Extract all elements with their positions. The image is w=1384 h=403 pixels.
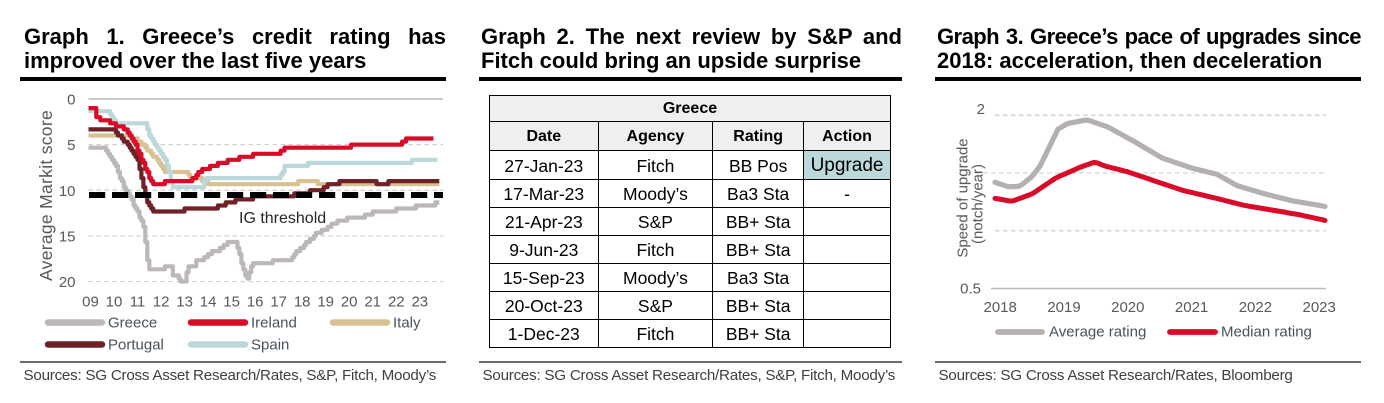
svg-text:20: 20: [59, 274, 76, 291]
svg-text:0.5: 0.5: [960, 281, 981, 298]
svg-text:15: 15: [223, 294, 240, 311]
svg-text:2019: 2019: [1047, 299, 1080, 316]
svg-text:2018: 2018: [984, 299, 1017, 316]
svg-text:2: 2: [977, 101, 985, 118]
svg-text:Speed of upgrade: Speed of upgrade: [955, 138, 972, 257]
svg-text:22: 22: [388, 294, 405, 311]
svg-text:14: 14: [200, 294, 217, 311]
svg-text:12: 12: [153, 294, 170, 311]
svg-text:23: 23: [411, 294, 428, 311]
svg-text:Spain: Spain: [251, 337, 289, 354]
svg-text:2023: 2023: [1303, 299, 1336, 316]
svg-text:Ireland: Ireland: [251, 315, 297, 332]
svg-text:5: 5: [67, 137, 75, 154]
svg-text:17: 17: [270, 294, 287, 311]
svg-text:20: 20: [341, 294, 358, 311]
svg-text:Greece: Greece: [108, 315, 157, 332]
svg-text:13: 13: [176, 294, 193, 311]
svg-text:18: 18: [294, 294, 311, 311]
svg-text:0: 0: [67, 92, 75, 109]
svg-text:Italy: Italy: [393, 315, 421, 332]
svg-text:Average Markit score: Average Markit score: [36, 110, 56, 281]
svg-text:11: 11: [130, 294, 146, 311]
svg-text:10: 10: [106, 294, 123, 311]
svg-text:19: 19: [317, 294, 334, 311]
svg-text:09: 09: [82, 294, 99, 311]
svg-text:Portugal: Portugal: [108, 337, 164, 354]
svg-text:15: 15: [59, 228, 76, 245]
svg-text:10: 10: [59, 183, 76, 200]
svg-text:16: 16: [247, 294, 264, 311]
svg-text:2022: 2022: [1239, 299, 1272, 316]
svg-text:Median rating: Median rating: [1221, 324, 1312, 341]
svg-text:Average rating: Average rating: [1049, 324, 1146, 341]
svg-text:21: 21: [364, 294, 381, 311]
svg-text:2021: 2021: [1175, 299, 1208, 316]
svg-text:2020: 2020: [1111, 299, 1144, 316]
svg-text:IG threshold: IG threshold: [239, 210, 326, 227]
svg-text:(notch/year): (notch/year): [970, 164, 987, 244]
